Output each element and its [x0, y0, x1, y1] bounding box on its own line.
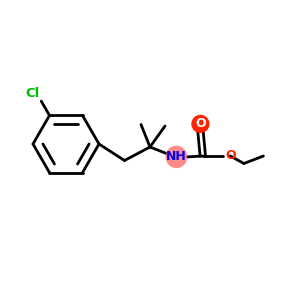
Ellipse shape: [166, 146, 187, 168]
Text: O: O: [225, 149, 236, 162]
Text: O: O: [195, 117, 206, 130]
Text: NH: NH: [166, 150, 187, 164]
Circle shape: [192, 116, 209, 132]
Text: Cl: Cl: [26, 87, 40, 100]
